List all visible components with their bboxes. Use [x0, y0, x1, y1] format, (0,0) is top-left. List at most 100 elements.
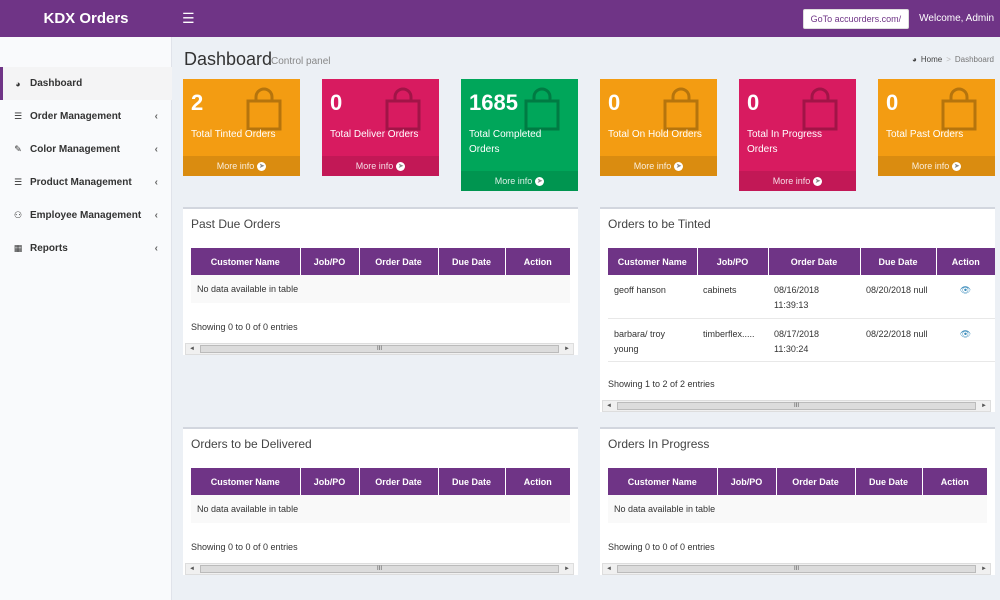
table-header-row: Customer Name Job/PO Order Date Due Date…: [191, 248, 570, 275]
panel-title: Orders In Progress: [608, 437, 710, 451]
scroll-left-icon[interactable]: ◄: [606, 566, 612, 572]
more-info-link[interactable]: More info ➤: [878, 156, 995, 176]
scroll-left-icon[interactable]: ◄: [606, 403, 612, 409]
cell-due-date: 08/22/2018 null: [860, 318, 936, 362]
horizontal-scrollbar[interactable]: ◄ III ►: [602, 563, 991, 575]
more-info-link[interactable]: More info ➤: [739, 171, 856, 191]
breadcrumb-home-link[interactable]: Home: [920, 55, 943, 64]
eye-icon[interactable]: 👁: [936, 275, 995, 319]
to-be-delivered-table: Customer Name Job/PO Order Date Due Date…: [191, 468, 570, 523]
stat-label: Total On Hold Orders: [608, 129, 702, 140]
table-info: Showing 0 to 0 of 0 entries: [191, 542, 298, 552]
column-header-due-date[interactable]: Due Date: [438, 468, 506, 495]
sidebar-item-reports[interactable]: ▦ Reports ‹: [0, 232, 172, 265]
column-header-action[interactable]: Action: [922, 468, 987, 495]
horizontal-scrollbar[interactable]: ◄ III ►: [185, 343, 574, 355]
column-header-job[interactable]: Job/PO: [697, 248, 769, 275]
shopping-bag-icon: [385, 87, 421, 131]
hamburger-icon[interactable]: ☰: [182, 10, 195, 26]
table-row: barbara/ troy young timberflex..... 08/1…: [608, 318, 995, 362]
eye-icon[interactable]: 👁: [936, 318, 995, 362]
sidebar-item-product-management[interactable]: ☰ Product Management ‹: [0, 166, 172, 199]
horizontal-scrollbar[interactable]: ◄ III ►: [185, 563, 574, 575]
column-header-due-date[interactable]: Due Date: [438, 248, 506, 275]
arrow-circle-right-icon: ➤: [535, 177, 545, 187]
column-header-customer[interactable]: Customer Name: [608, 468, 718, 495]
sidebar-item-label: Reports: [30, 243, 68, 254]
scroll-thumb[interactable]: III: [617, 565, 976, 573]
breadcrumb-current: Dashboard: [954, 55, 994, 64]
table-info: Showing 1 to 2 of 2 entries: [608, 379, 715, 389]
sidebar-item-label: Color Management: [30, 144, 121, 155]
scroll-right-icon[interactable]: ►: [981, 566, 987, 572]
scroll-thumb[interactable]: III: [617, 402, 976, 410]
dashboard-icon: ◕: [912, 55, 917, 64]
breadcrumb-separator: >: [946, 55, 951, 64]
column-header-order-date[interactable]: Order Date: [359, 248, 439, 275]
sidebar-item-label: Order Management: [30, 111, 122, 122]
table-row: No data available in table: [191, 495, 570, 523]
arrow-circle-right-icon: ➤: [952, 162, 962, 172]
more-info-link[interactable]: More info ➤: [322, 156, 439, 176]
panel-orders-to-be-tinted: Orders to be Tinted Customer Name Job/PO…: [600, 207, 995, 412]
brand-logo[interactable]: KDX Orders: [43, 10, 129, 27]
cell-job: timberflex.....: [697, 318, 768, 362]
list-icon: ☰: [13, 177, 23, 187]
welcome-user[interactable]: Welcome, Admin: [919, 13, 994, 24]
chevron-left-icon: ‹: [154, 243, 158, 254]
more-info-link[interactable]: More info ➤: [183, 156, 300, 176]
stat-value: 2: [191, 90, 204, 115]
column-header-order-date[interactable]: Order Date: [359, 468, 439, 495]
chevron-left-icon: ‹: [154, 144, 158, 155]
panel-orders-in-progress: Orders In Progress Customer Name Job/PO …: [600, 427, 995, 575]
stat-box-on-hold: 0 Total On Hold Orders More info ➤: [600, 79, 717, 176]
scroll-right-icon[interactable]: ►: [564, 566, 570, 572]
sidebar-item-employee-management[interactable]: ⚇ Employee Management ‹: [0, 199, 172, 232]
more-info-link[interactable]: More info ➤: [461, 171, 578, 191]
horizontal-scrollbar[interactable]: ◄ III ►: [602, 400, 991, 412]
column-header-action[interactable]: Action: [505, 248, 570, 275]
paint-brush-icon: ✎: [14, 144, 22, 154]
column-header-action[interactable]: Action: [936, 248, 995, 275]
column-header-action[interactable]: Action: [505, 468, 570, 495]
navbar-right: GoTo accuorders.com/ Welcome, Admin: [802, 8, 1000, 29]
column-header-due-date[interactable]: Due Date: [855, 468, 923, 495]
list-icon: ☰: [13, 111, 23, 121]
stat-box-completed: 1685 Total Completed Orders More info ➤: [461, 79, 578, 191]
sidebar-item-color-management[interactable]: ✎ Color Management ‹: [0, 133, 172, 166]
goto-site-button[interactable]: GoTo accuorders.com/: [802, 8, 910, 29]
column-header-job[interactable]: Job/PO: [717, 468, 777, 495]
scroll-left-icon[interactable]: ◄: [189, 566, 195, 572]
stat-value: 0: [330, 90, 343, 115]
more-info-label: More info: [216, 161, 255, 171]
sidebar-item-order-management[interactable]: ☰ Order Management ‹: [0, 100, 172, 133]
past-due-table: Customer Name Job/PO Order Date Due Date…: [191, 248, 570, 303]
page-subtitle: Control panel: [271, 56, 331, 67]
sidebar-item-dashboard[interactable]: ◕ Dashboard: [0, 67, 172, 100]
scroll-right-icon[interactable]: ►: [981, 403, 987, 409]
arrow-circle-right-icon: ➤: [674, 162, 684, 172]
column-header-customer[interactable]: Customer Name: [191, 468, 301, 495]
column-header-customer[interactable]: Customer Name: [608, 248, 698, 275]
more-info-label: More info: [355, 161, 394, 171]
column-header-due-date[interactable]: Due Date: [860, 248, 937, 275]
sidebar-item-label: Employee Management: [30, 210, 142, 221]
empty-table-message: No data available in table: [191, 275, 570, 303]
scroll-right-icon[interactable]: ►: [564, 346, 570, 352]
column-header-job[interactable]: Job/PO: [300, 248, 360, 275]
panel-orders-to-be-delivered: Orders to be Delivered Customer Name Job…: [183, 427, 578, 575]
stat-box-past: 0 Total Past Orders More info ➤: [878, 79, 995, 176]
scroll-left-icon[interactable]: ◄: [189, 346, 195, 352]
column-header-order-date[interactable]: Order Date: [768, 248, 861, 275]
sidebar-item-label: Dashboard: [30, 78, 83, 89]
shopping-bag-icon: [663, 87, 699, 131]
scroll-thumb[interactable]: III: [200, 345, 559, 353]
column-header-order-date[interactable]: Order Date: [776, 468, 856, 495]
table-info: Showing 0 to 0 of 0 entries: [191, 322, 298, 332]
column-header-job[interactable]: Job/PO: [300, 468, 360, 495]
table-row: geoff hanson cabinets 08/16/2018 11:39:1…: [608, 275, 995, 319]
scroll-thumb[interactable]: III: [200, 565, 559, 573]
column-header-customer[interactable]: Customer Name: [191, 248, 301, 275]
more-info-link[interactable]: More info ➤: [600, 156, 717, 176]
table-row: No data available in table: [191, 275, 570, 303]
